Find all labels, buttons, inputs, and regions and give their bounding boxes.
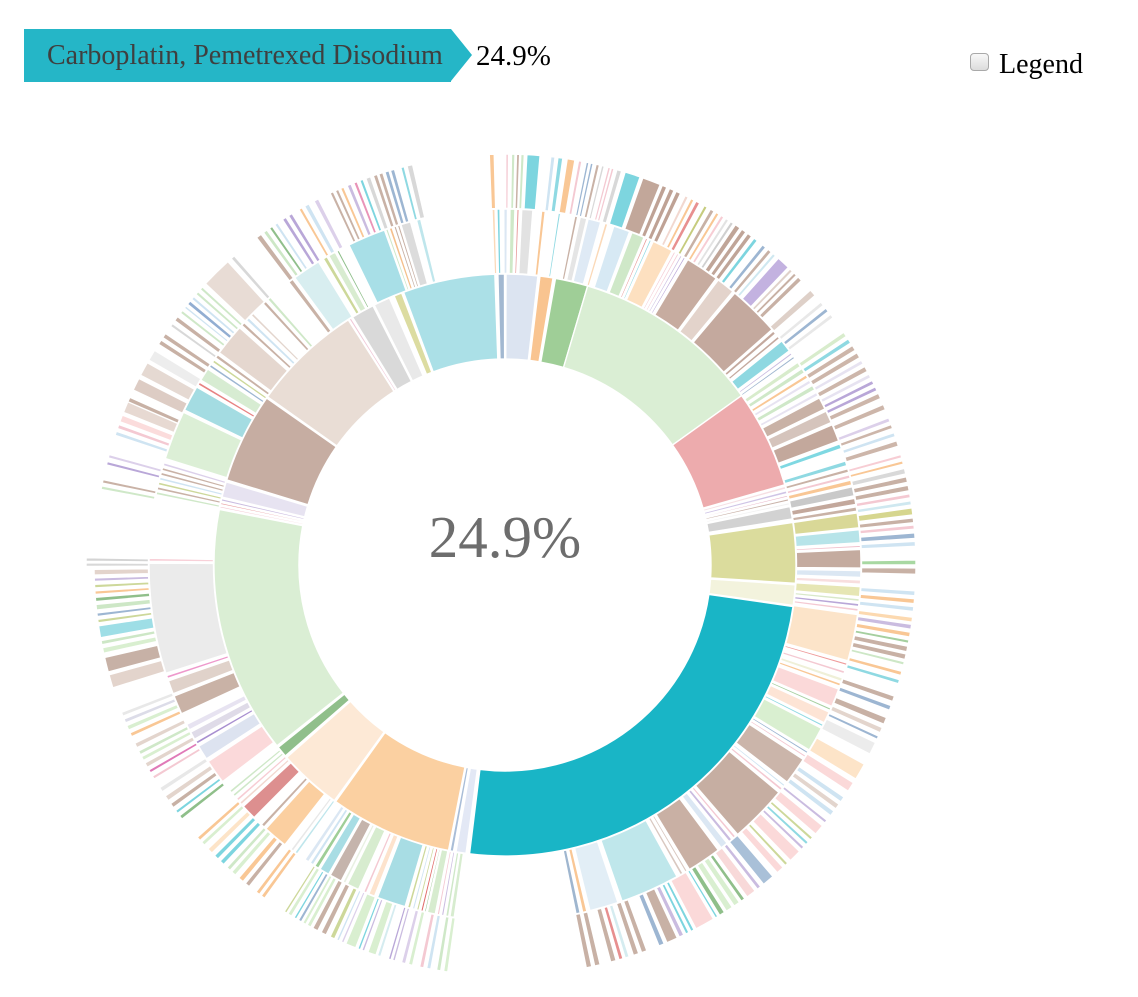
svg-text:24.9%: 24.9% [429, 504, 581, 570]
